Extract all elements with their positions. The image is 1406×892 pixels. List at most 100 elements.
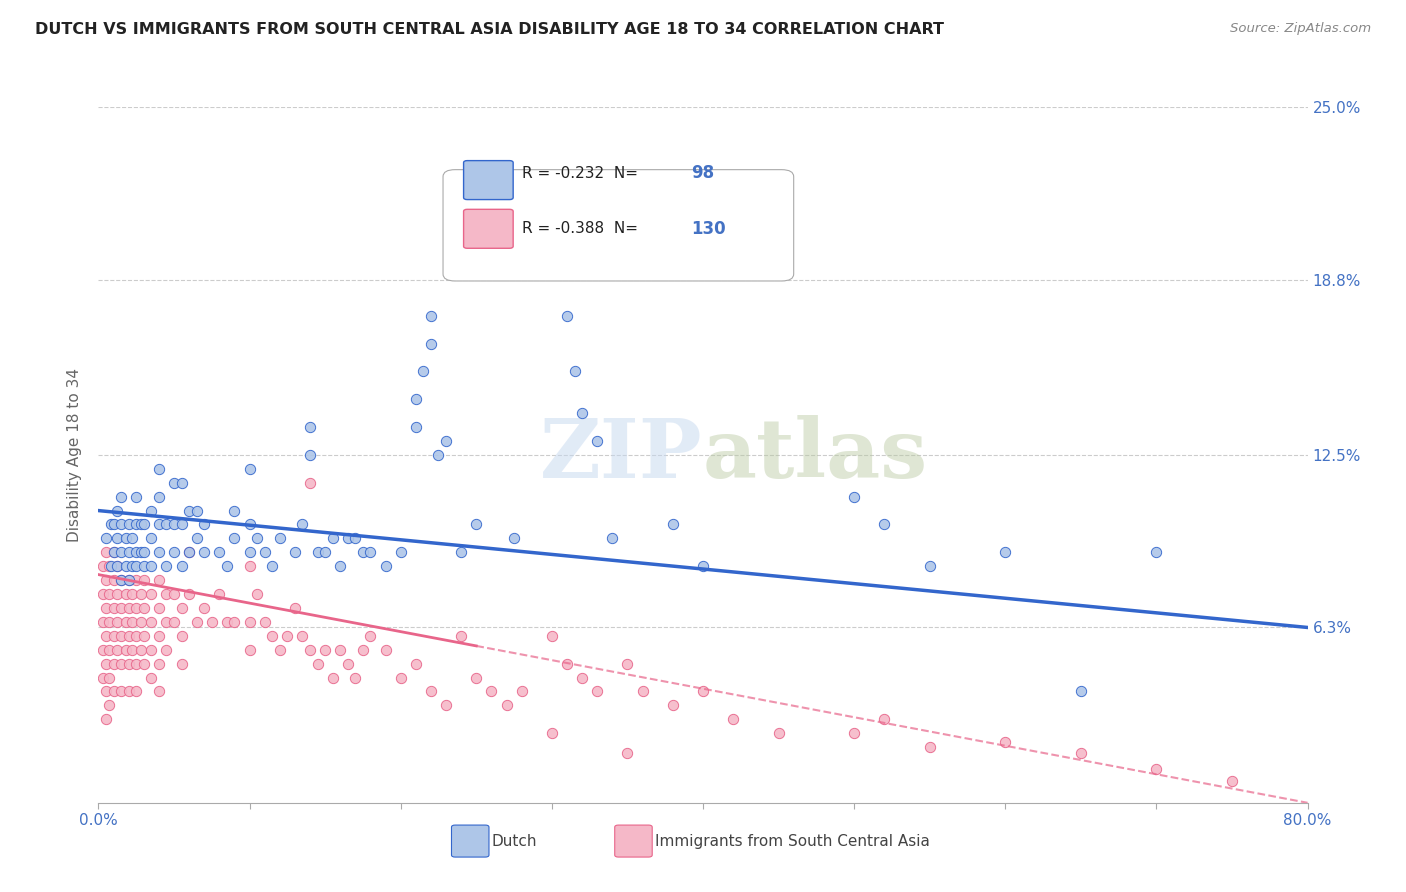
Point xyxy=(110,573,132,587)
Text: Dutch: Dutch xyxy=(492,833,537,848)
Point xyxy=(141,532,163,546)
Point xyxy=(918,559,941,574)
Point xyxy=(269,642,291,657)
Point xyxy=(571,406,593,420)
Point xyxy=(141,587,163,601)
Point xyxy=(179,545,201,559)
Point xyxy=(420,684,443,698)
Point xyxy=(125,684,148,698)
Point xyxy=(450,545,472,559)
Point xyxy=(215,615,238,629)
Point xyxy=(141,503,163,517)
Point xyxy=(170,475,193,490)
Point xyxy=(564,364,586,378)
Point xyxy=(155,587,177,601)
Point xyxy=(94,532,117,546)
Point xyxy=(114,532,136,546)
Point xyxy=(540,726,562,740)
Point xyxy=(94,573,117,587)
Point xyxy=(481,684,503,698)
Point xyxy=(540,225,562,239)
Point xyxy=(307,545,329,559)
Point xyxy=(495,698,517,713)
Point xyxy=(269,532,291,546)
Point xyxy=(129,587,152,601)
Point xyxy=(253,615,276,629)
Point xyxy=(121,559,143,574)
Point xyxy=(118,657,141,671)
Point xyxy=(186,532,208,546)
Point xyxy=(239,462,262,476)
Point xyxy=(105,532,128,546)
Point xyxy=(299,642,322,657)
Point xyxy=(110,490,132,504)
Point xyxy=(1070,684,1092,698)
Point xyxy=(994,734,1017,748)
Point xyxy=(434,434,457,448)
Point xyxy=(291,629,314,643)
Point xyxy=(103,629,125,643)
Point xyxy=(94,712,117,726)
Point xyxy=(201,615,224,629)
Point xyxy=(602,532,624,546)
Point xyxy=(723,712,745,726)
Point xyxy=(118,684,141,698)
Point xyxy=(103,573,125,587)
Point xyxy=(103,601,125,615)
Point xyxy=(208,545,231,559)
Point xyxy=(193,545,215,559)
Point xyxy=(329,559,352,574)
Point xyxy=(114,642,136,657)
Point xyxy=(193,517,215,532)
Point xyxy=(110,573,132,587)
Point xyxy=(253,545,276,559)
Point xyxy=(224,503,246,517)
Point xyxy=(98,642,121,657)
Point xyxy=(186,503,208,517)
Point xyxy=(540,253,562,268)
Point xyxy=(129,615,152,629)
Point xyxy=(170,601,193,615)
Point xyxy=(336,657,359,671)
Point xyxy=(299,448,322,462)
Point xyxy=(125,573,148,587)
Point xyxy=(91,615,114,629)
Point xyxy=(412,364,434,378)
Point xyxy=(105,559,128,574)
Point xyxy=(465,671,488,685)
Point xyxy=(105,559,128,574)
Point xyxy=(284,545,307,559)
Point xyxy=(555,309,578,323)
Point xyxy=(94,629,117,643)
Point xyxy=(873,517,896,532)
Point xyxy=(121,642,143,657)
Point xyxy=(103,657,125,671)
Point xyxy=(148,545,170,559)
Point xyxy=(129,517,152,532)
Point xyxy=(148,684,170,698)
Point xyxy=(98,587,121,601)
Point xyxy=(132,601,155,615)
Point xyxy=(307,657,329,671)
Point xyxy=(540,629,562,643)
Point xyxy=(91,642,114,657)
Point xyxy=(1070,746,1092,760)
Point xyxy=(1144,763,1167,777)
Text: ZIP: ZIP xyxy=(540,415,703,495)
Point xyxy=(186,615,208,629)
Point xyxy=(170,629,193,643)
Y-axis label: Disability Age 18 to 34: Disability Age 18 to 34 xyxy=(67,368,83,542)
Point xyxy=(94,657,117,671)
Point xyxy=(100,517,122,532)
Point xyxy=(571,671,593,685)
Point xyxy=(91,559,114,574)
Point xyxy=(262,629,284,643)
Point xyxy=(179,587,201,601)
FancyBboxPatch shape xyxy=(451,825,489,857)
Point xyxy=(374,559,396,574)
Point xyxy=(148,601,170,615)
Point xyxy=(132,573,155,587)
Point xyxy=(163,615,186,629)
Point xyxy=(239,642,262,657)
Point xyxy=(103,545,125,559)
